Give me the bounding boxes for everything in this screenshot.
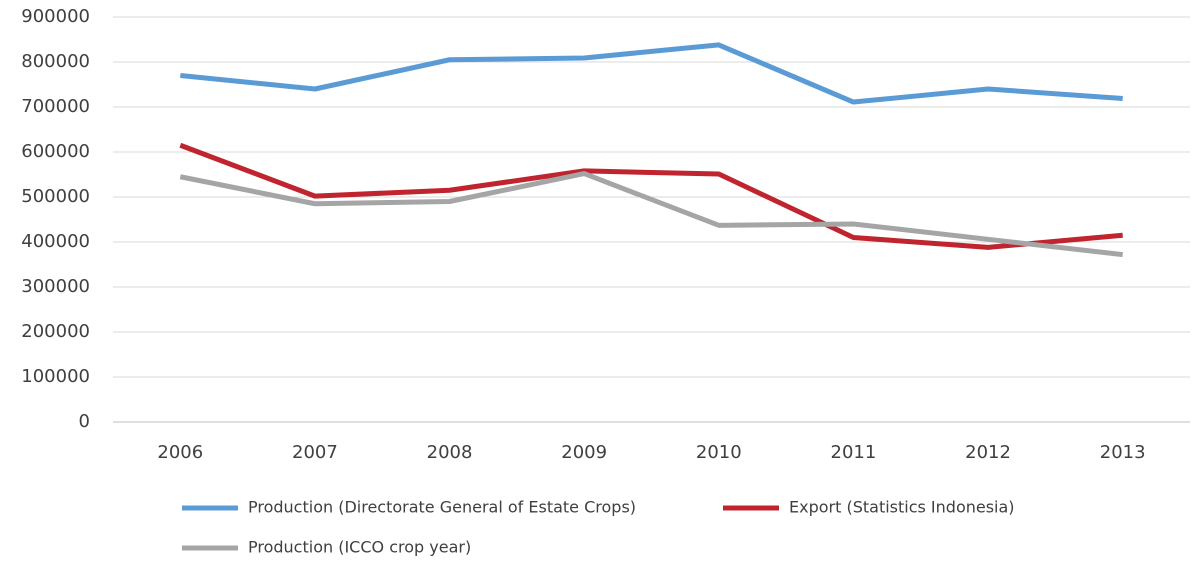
- x-tick-label: 2007: [292, 442, 338, 463]
- x-tick-label: 2010: [696, 442, 742, 463]
- y-tick-label: 700000: [21, 96, 90, 117]
- series-line: [179, 142, 1123, 250]
- legend-label: Production (ICCO crop year): [248, 538, 471, 557]
- legend-label: Production (Directorate General of Estat…: [248, 498, 636, 517]
- y-tick-label: 900000: [21, 6, 90, 27]
- y-tick-label: 600000: [21, 141, 90, 162]
- y-tick-label: 400000: [21, 231, 90, 252]
- series-line: [179, 171, 1123, 258]
- legend-label: Export (Statistics Indonesia): [789, 498, 1015, 517]
- y-tick-label: 300000: [21, 276, 90, 297]
- x-tick-label: 2009: [561, 442, 607, 463]
- x-tick-label: 2012: [965, 442, 1011, 463]
- x-tick-label: 2011: [831, 442, 877, 463]
- y-tick-label: 800000: [21, 51, 90, 72]
- x-tick-label: 2008: [427, 442, 473, 463]
- x-tick-label: 2013: [1100, 442, 1146, 463]
- y-tick-label: 100000: [21, 366, 90, 387]
- x-tick-label: 2006: [157, 442, 203, 463]
- y-tick-label: 500000: [21, 186, 90, 207]
- y-tick-label: 0: [79, 411, 90, 432]
- series-line: [180, 42, 1123, 105]
- y-tick-label: 200000: [21, 321, 90, 342]
